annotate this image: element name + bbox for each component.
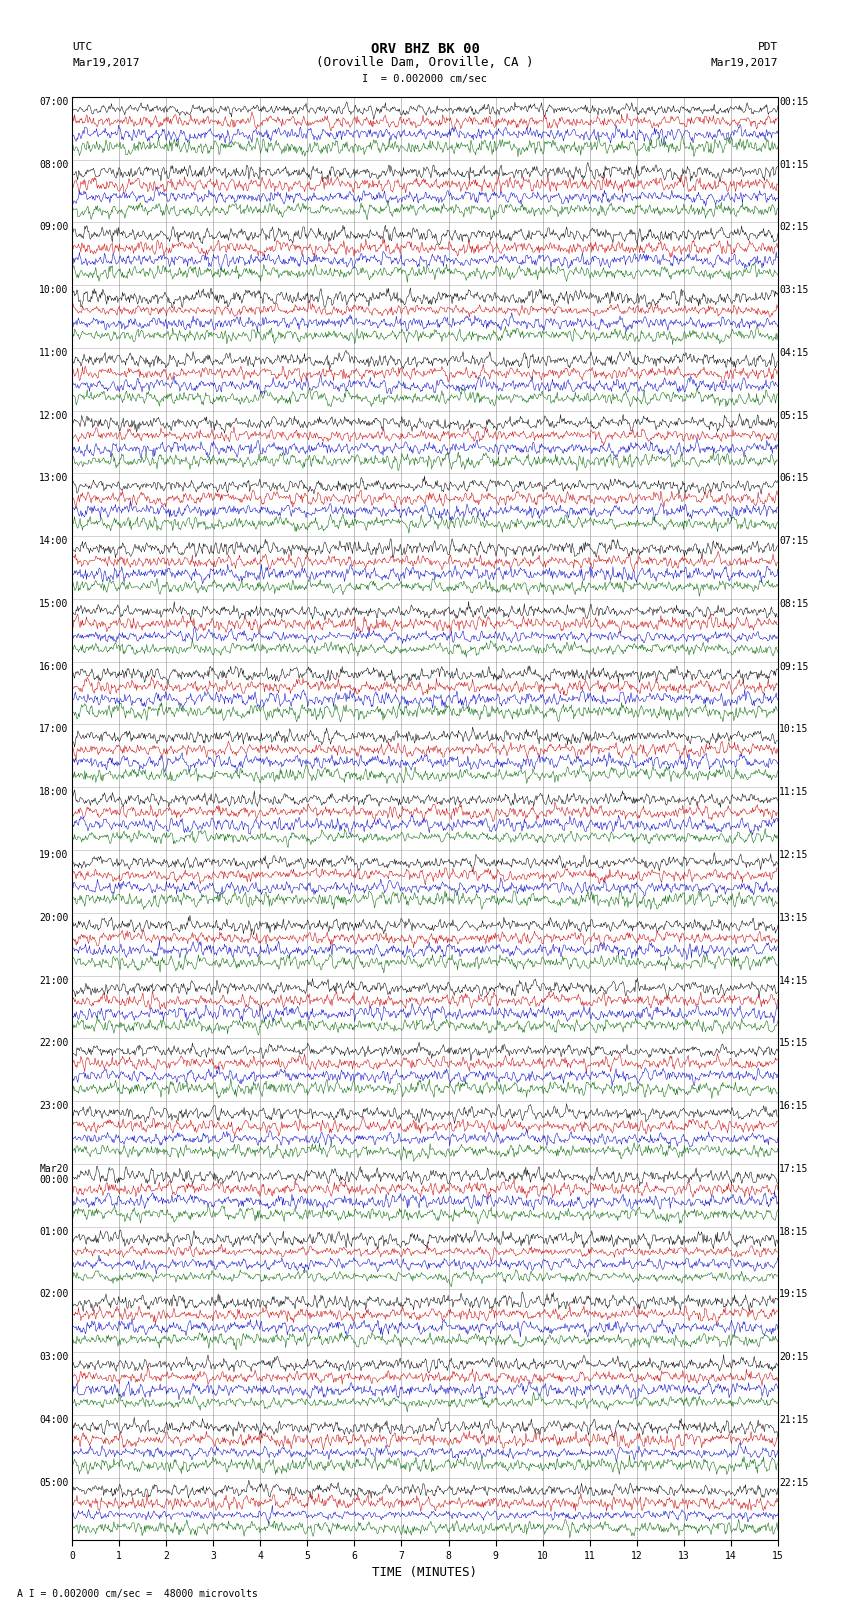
- Text: 21:15: 21:15: [779, 1415, 808, 1424]
- Text: 11:15: 11:15: [779, 787, 808, 797]
- Text: 17:15: 17:15: [779, 1165, 808, 1174]
- Text: UTC: UTC: [72, 42, 93, 52]
- Text: 05:15: 05:15: [779, 411, 808, 421]
- Text: 05:00: 05:00: [39, 1478, 69, 1487]
- Text: 15:15: 15:15: [779, 1039, 808, 1048]
- Text: 20:15: 20:15: [779, 1352, 808, 1361]
- Text: 13:00: 13:00: [39, 473, 69, 484]
- Text: 08:15: 08:15: [779, 598, 808, 610]
- Text: A I = 0.002000 cm/sec =  48000 microvolts: A I = 0.002000 cm/sec = 48000 microvolts: [17, 1589, 258, 1598]
- Text: 23:00: 23:00: [39, 1102, 69, 1111]
- Text: 04:00: 04:00: [39, 1415, 69, 1424]
- Text: 10:15: 10:15: [779, 724, 808, 734]
- Text: 18:15: 18:15: [779, 1226, 808, 1237]
- Text: 20:00: 20:00: [39, 913, 69, 923]
- Text: 01:00: 01:00: [39, 1226, 69, 1237]
- Text: 14:00: 14:00: [39, 536, 69, 547]
- Text: 15:00: 15:00: [39, 598, 69, 610]
- Text: 01:15: 01:15: [779, 160, 808, 169]
- Text: (Oroville Dam, Oroville, CA ): (Oroville Dam, Oroville, CA ): [316, 56, 534, 69]
- Text: 04:15: 04:15: [779, 348, 808, 358]
- Text: 09:00: 09:00: [39, 223, 69, 232]
- Text: 19:15: 19:15: [779, 1289, 808, 1300]
- X-axis label: TIME (MINUTES): TIME (MINUTES): [372, 1566, 478, 1579]
- Text: Mar19,2017: Mar19,2017: [711, 58, 778, 68]
- Text: 03:15: 03:15: [779, 286, 808, 295]
- Text: 22:00: 22:00: [39, 1039, 69, 1048]
- Text: 09:15: 09:15: [779, 661, 808, 671]
- Text: 19:00: 19:00: [39, 850, 69, 860]
- Text: 16:00: 16:00: [39, 661, 69, 671]
- Text: 00:15: 00:15: [779, 97, 808, 106]
- Text: 07:15: 07:15: [779, 536, 808, 547]
- Text: 22:15: 22:15: [779, 1478, 808, 1487]
- Text: Mar19,2017: Mar19,2017: [72, 58, 139, 68]
- Text: PDT: PDT: [757, 42, 778, 52]
- Text: 21:00: 21:00: [39, 976, 69, 986]
- Text: 14:15: 14:15: [779, 976, 808, 986]
- Text: 10:00: 10:00: [39, 286, 69, 295]
- Text: I  = 0.002000 cm/sec: I = 0.002000 cm/sec: [362, 74, 488, 84]
- Text: ORV BHZ BK 00: ORV BHZ BK 00: [371, 42, 479, 56]
- Text: 03:00: 03:00: [39, 1352, 69, 1361]
- Text: 12:00: 12:00: [39, 411, 69, 421]
- Text: 06:15: 06:15: [779, 473, 808, 484]
- Text: 07:00: 07:00: [39, 97, 69, 106]
- Text: 02:00: 02:00: [39, 1289, 69, 1300]
- Text: 02:15: 02:15: [779, 223, 808, 232]
- Text: 18:00: 18:00: [39, 787, 69, 797]
- Text: 16:15: 16:15: [779, 1102, 808, 1111]
- Text: 13:15: 13:15: [779, 913, 808, 923]
- Text: 11:00: 11:00: [39, 348, 69, 358]
- Text: 17:00: 17:00: [39, 724, 69, 734]
- Text: Mar20
00:00: Mar20 00:00: [39, 1165, 69, 1186]
- Text: 08:00: 08:00: [39, 160, 69, 169]
- Text: 12:15: 12:15: [779, 850, 808, 860]
